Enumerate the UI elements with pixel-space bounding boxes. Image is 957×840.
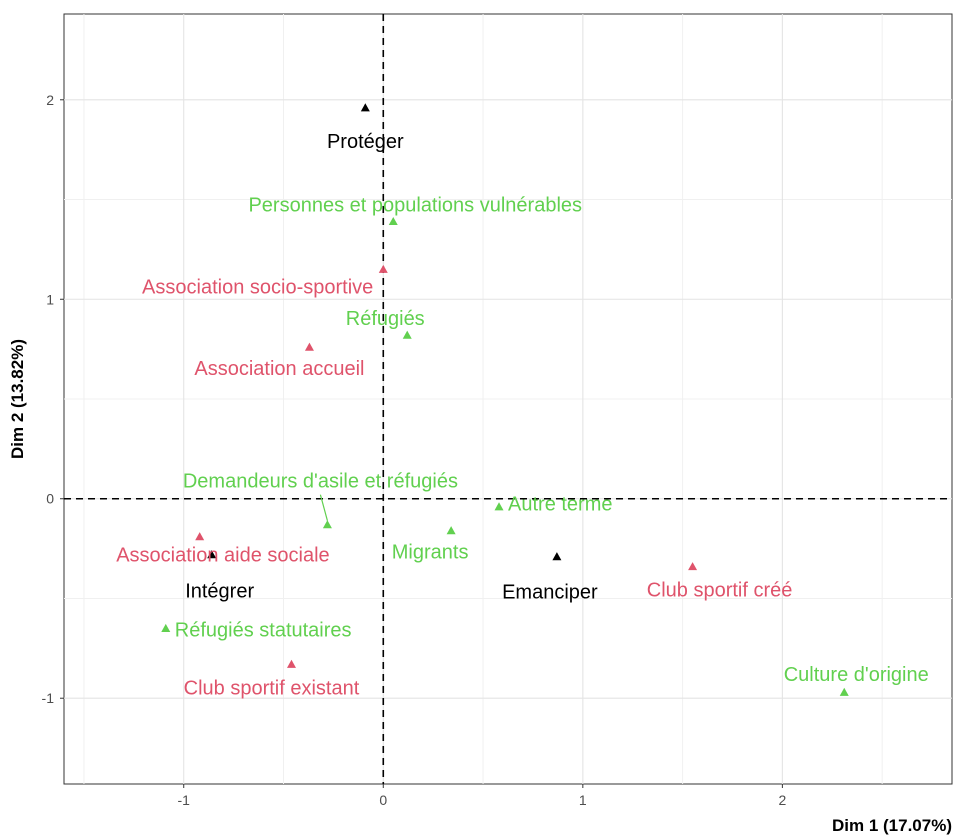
point-marker [446, 526, 456, 535]
x-axis-ticks: -1 0 1 2 [178, 784, 786, 808]
point-marker [195, 532, 205, 541]
y-tick-label: -1 [42, 690, 55, 706]
point-marker [286, 659, 296, 668]
point-marker [688, 562, 698, 571]
point-label: Association socio-sportive [142, 276, 373, 298]
point-marker [402, 330, 412, 339]
point-markers [161, 103, 849, 696]
point-marker [494, 502, 504, 511]
x-axis-title: Dim 1 (17.07%) [832, 816, 952, 835]
y-axis-title: Dim 2 (13.82%) [8, 339, 27, 459]
point-marker [388, 216, 398, 226]
reference-lines [64, 14, 952, 784]
point-marker [304, 342, 314, 351]
point-marker [552, 552, 562, 561]
x-tick-label: 2 [778, 792, 786, 808]
point-label: Emanciper [502, 582, 598, 604]
point-marker [360, 103, 370, 112]
point-marker [839, 687, 849, 696]
point-label: Club sportif existant [184, 677, 360, 699]
x-tick-label: 0 [379, 792, 387, 808]
label-connectors [319, 494, 328, 521]
point-marker [378, 264, 388, 273]
point-label: Autre terme [508, 494, 612, 516]
y-axis-ticks: -1 0 1 2 [42, 92, 64, 706]
point-label: Association accueil [194, 358, 364, 380]
point-label: Protéger [327, 131, 404, 153]
x-tick-label: 1 [579, 792, 587, 808]
label-connector [319, 494, 328, 521]
point-label: Association aide sociale [116, 545, 329, 567]
point-marker [161, 623, 171, 633]
y-tick-label: 1 [46, 291, 54, 307]
point-labels: Protéger Intégrer Emanciper Association soc… [116, 131, 929, 700]
point-marker [207, 550, 217, 559]
point-label: Réfugiés statutaires [175, 619, 352, 641]
point-label: Demandeurs d'asile et réfugiés [183, 471, 458, 493]
point-label: Culture d'origine [784, 664, 929, 686]
y-tick-label: 2 [46, 92, 54, 108]
point-label: Intégrer [185, 581, 254, 603]
y-tick-label: 0 [46, 491, 54, 507]
point-label: Personnes et populations vulnérables [248, 194, 582, 216]
point-label: Club sportif créé [647, 580, 793, 602]
point-label: Réfugiés [346, 308, 425, 330]
point-label: Migrants [392, 542, 469, 564]
point-marker [322, 520, 332, 529]
x-tick-label: -1 [178, 792, 191, 808]
minor-grid [64, 14, 952, 784]
